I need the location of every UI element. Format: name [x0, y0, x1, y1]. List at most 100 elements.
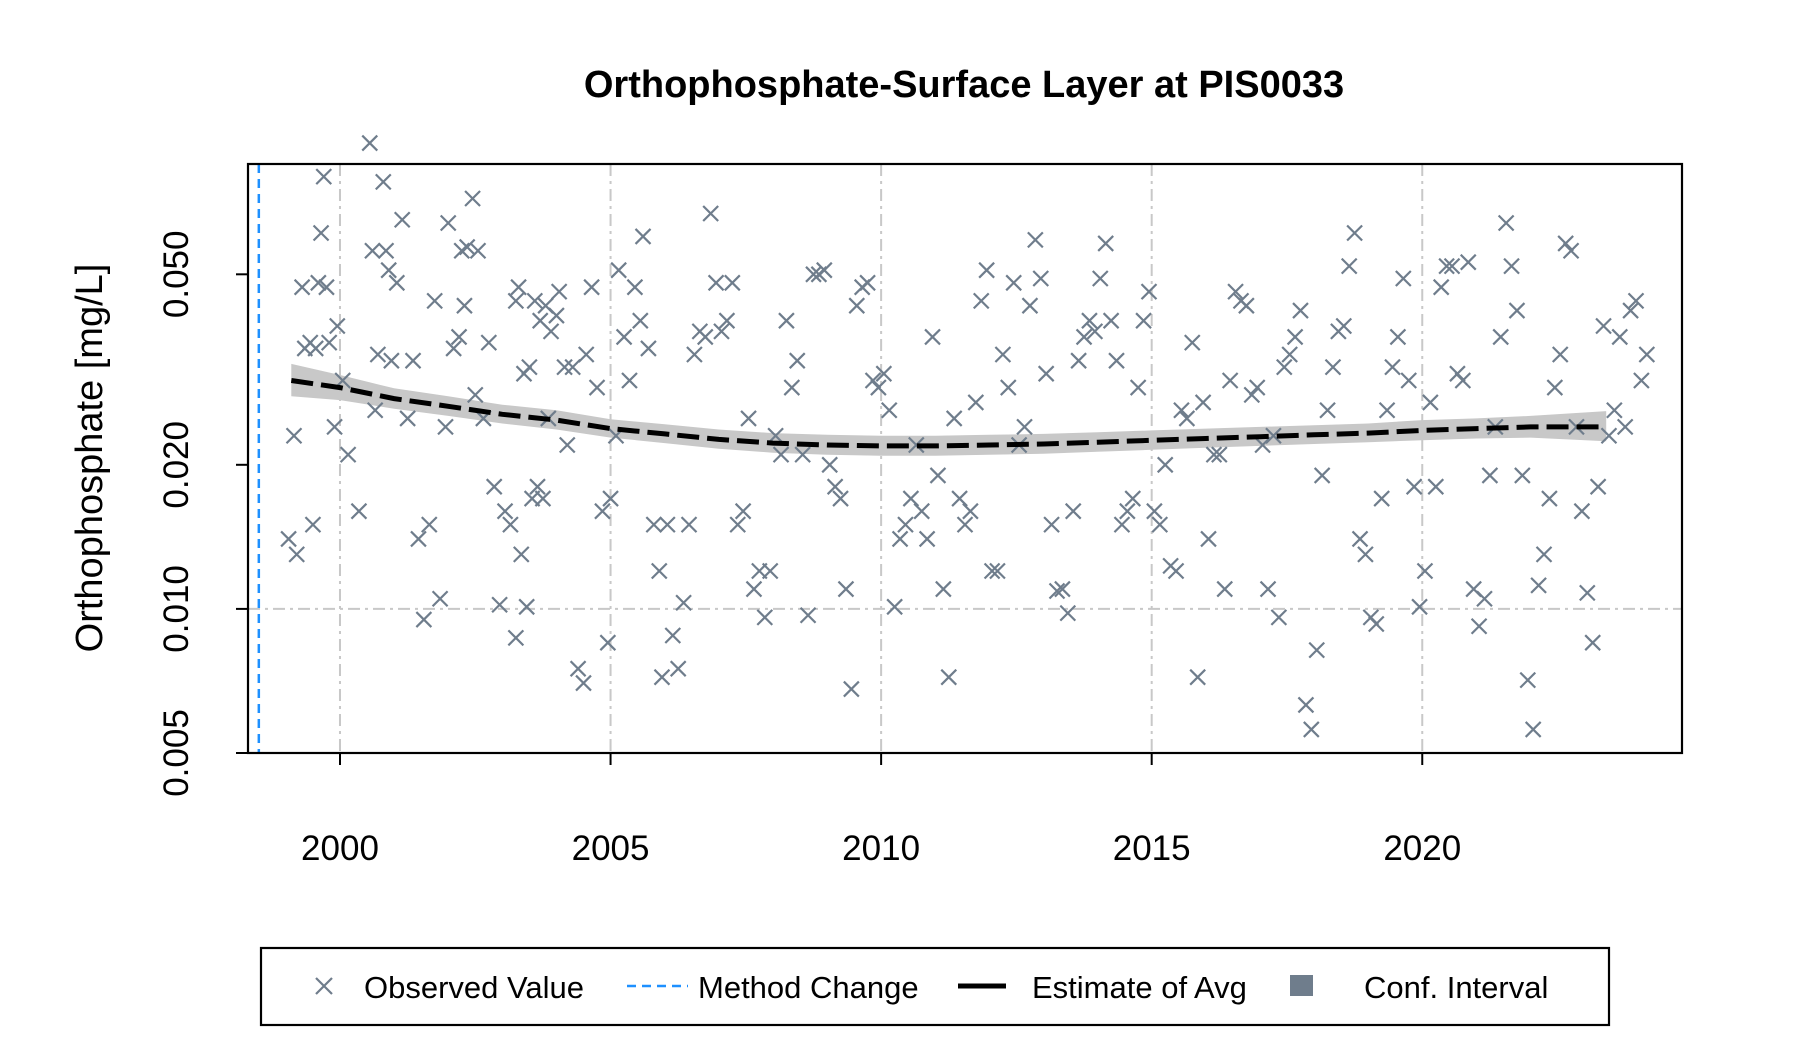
observed-point-170	[1092, 270, 1109, 287]
observed-point-179	[1140, 283, 1158, 300]
observed-point-231	[1422, 394, 1439, 411]
observed-point-87	[645, 516, 663, 533]
observed-point-241	[1476, 590, 1493, 608]
observed-point-91	[664, 627, 682, 644]
observed-point-34	[431, 590, 449, 608]
observed-point-247	[1508, 302, 1526, 319]
observed-point-206	[1286, 328, 1304, 346]
legend-item-conf-interval: Conf. Interval	[1290, 970, 1548, 1005]
observed-point-111	[772, 446, 790, 463]
observed-point-99	[707, 274, 725, 292]
observed-point-158	[1027, 231, 1044, 249]
axes: 2000 2005 2010 2015 2020 0.005 0.010 0.020 0.050	[157, 231, 1461, 868]
observed-point-127	[859, 274, 876, 292]
observed-point-168	[1081, 312, 1098, 329]
legend-box	[259, 946, 1611, 1027]
observed-point-167	[1075, 328, 1093, 346]
observed-point-121	[826, 478, 844, 495]
observed-point-82	[621, 372, 638, 389]
observed-point-26	[388, 274, 406, 292]
observed-point-102	[724, 274, 741, 292]
observed-point-119	[816, 261, 833, 279]
observed-point-252	[1535, 546, 1553, 563]
observed-point-115	[794, 446, 811, 463]
observed-point-232	[1427, 478, 1445, 495]
observed-point-228	[1405, 478, 1423, 495]
observed-point-140	[929, 467, 947, 484]
observed-point-67	[550, 283, 568, 300]
observed-point-200	[1254, 436, 1271, 454]
observed-point-32	[421, 516, 438, 533]
observed-point-202	[1265, 427, 1282, 445]
observed-point-172	[1102, 312, 1120, 329]
observed-point-213	[1324, 358, 1342, 376]
observed-point-14	[329, 317, 346, 335]
observed-point-128	[864, 372, 882, 389]
observed-point-51	[507, 292, 525, 310]
observed-point-194	[1221, 372, 1239, 389]
observed-point-208	[1297, 696, 1315, 714]
observed-point-141	[935, 580, 952, 598]
observed-point-60	[512, 546, 530, 563]
observed-point-49	[496, 502, 514, 520]
observed-point-268	[1622, 302, 1639, 319]
x-tick-label-2005: 2005	[572, 829, 650, 868]
observed-point-254	[1546, 379, 1564, 396]
observed-point-211	[1313, 467, 1331, 484]
observed-point-207	[1292, 302, 1309, 319]
observed-point-109	[761, 562, 779, 580]
observed-point-203	[1270, 609, 1288, 626]
x-tick-label-2000: 2000	[301, 829, 379, 868]
observed-point-174	[1113, 516, 1131, 533]
observed-point-135	[902, 490, 920, 507]
observed-point-150	[983, 562, 1001, 580]
observed-point-70	[564, 358, 581, 376]
observed-point-19	[364, 242, 381, 260]
legend-estimate-label: Estimate of Avg	[1032, 970, 1247, 1005]
observed-point-75	[588, 379, 606, 396]
observed-point-237	[1454, 372, 1472, 389]
observed-point-157	[1021, 297, 1039, 314]
observed-point-27	[393, 211, 411, 229]
observed-point-100	[713, 323, 730, 340]
observed-point-116	[799, 606, 817, 624]
observed-point-42	[464, 190, 481, 207]
observed-point-84	[632, 312, 649, 329]
observed-point-235	[1443, 257, 1461, 275]
observed-point-120	[821, 456, 838, 474]
observed-point-54	[521, 358, 538, 376]
observed-point-249	[1519, 671, 1537, 689]
y-tick-label-0.010: 0.010	[157, 565, 196, 653]
y-tick-label-0.005: 0.005	[157, 709, 196, 797]
observed-point-103	[729, 516, 747, 533]
observed-point-186	[1178, 410, 1196, 427]
observed-point-61	[518, 598, 535, 616]
observed-point-169	[1086, 323, 1104, 340]
observed-point-182	[1156, 456, 1174, 474]
observed-point-23	[377, 242, 395, 260]
observed-point-224	[1384, 358, 1401, 376]
observed-point-142	[940, 668, 958, 686]
observed-point-31	[415, 611, 433, 628]
observed-point-117	[805, 266, 822, 283]
observed-point-37	[445, 340, 462, 357]
observed-point-122	[832, 490, 849, 507]
observed-point-250	[1524, 721, 1542, 738]
observed-point-137	[913, 502, 930, 520]
observed-point-95	[686, 346, 703, 363]
observed-point-130	[875, 365, 893, 382]
legend-ci-marker	[1290, 975, 1313, 996]
x-tick-label-2020: 2020	[1383, 829, 1461, 868]
observed-point-41	[458, 238, 476, 256]
observed-point-58	[542, 323, 560, 340]
observed-point-209	[1303, 721, 1320, 738]
y-tick-label-0.050: 0.050	[157, 231, 196, 319]
observed-point-94	[680, 516, 698, 533]
observed-point-248	[1514, 467, 1531, 484]
observed-point-74	[583, 278, 600, 296]
observed-point-12	[320, 334, 338, 351]
observed-point-112	[778, 312, 795, 329]
observed-point-68	[556, 358, 573, 376]
observed-point-71	[569, 660, 587, 677]
observed-point-225	[1389, 328, 1407, 346]
